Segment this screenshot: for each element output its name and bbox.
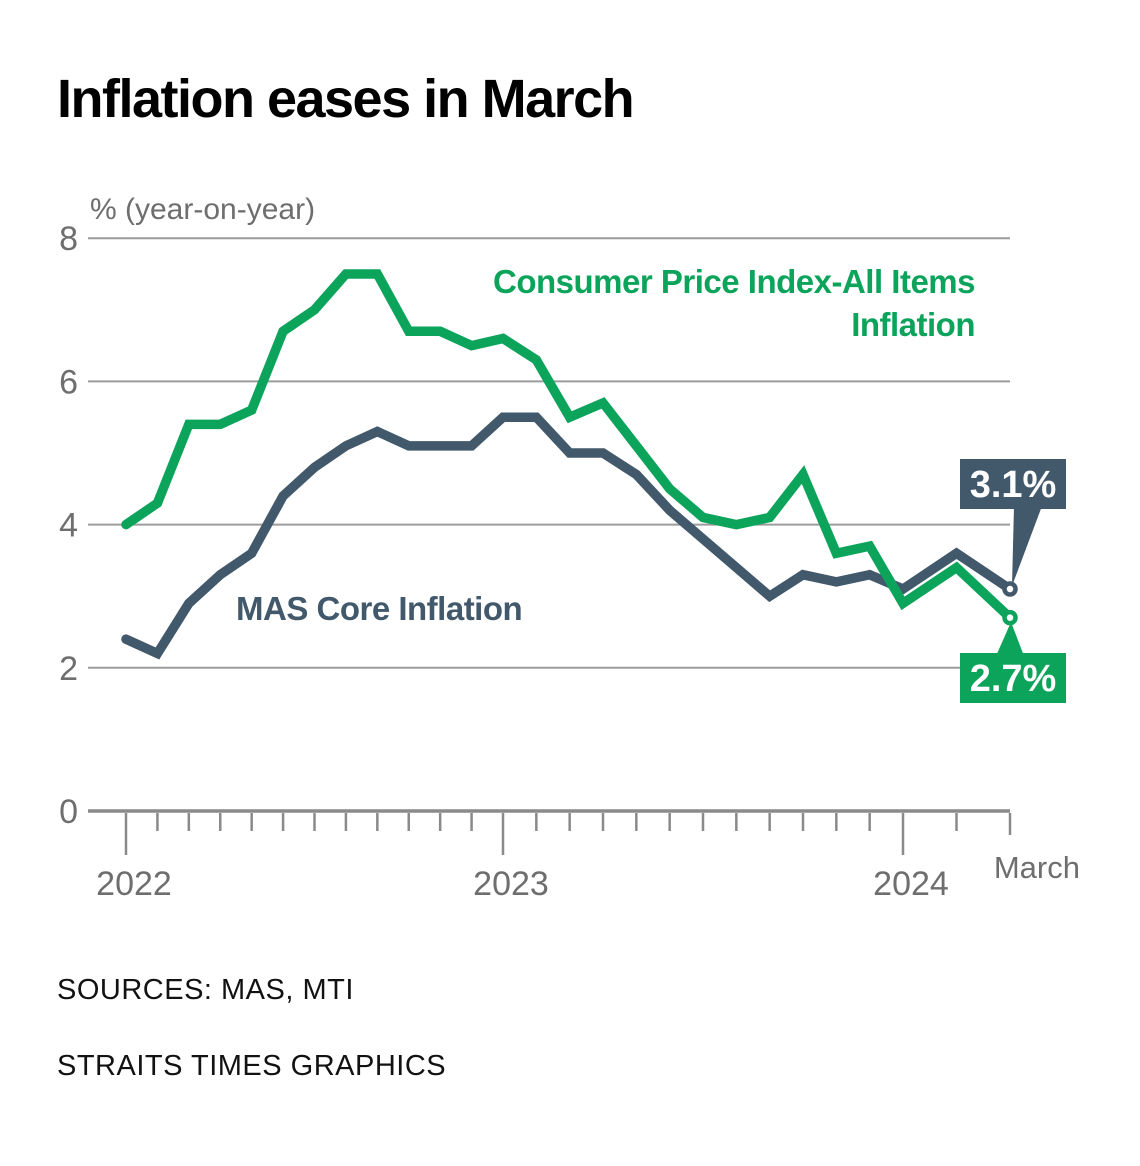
x-axis-year-label-2022: 2022 bbox=[96, 865, 172, 903]
sources-line: SOURCES: MAS, MTI bbox=[57, 974, 354, 1006]
core-series-label: MAS Core Inflation bbox=[236, 590, 522, 627]
core-callout-box bbox=[960, 459, 1066, 509]
y-axis-tick-label-2: 2 bbox=[59, 650, 78, 688]
cpi-callout-pointer bbox=[996, 622, 1024, 656]
cpi-callout-badge: 2.7% bbox=[960, 622, 1066, 703]
y-axis-unit-label: % (year-on-year) bbox=[90, 193, 315, 226]
x-axis-year-label-2024: 2024 bbox=[873, 865, 949, 903]
core-callout-badge: 3.1% bbox=[960, 459, 1066, 586]
cpi-callout-box bbox=[960, 653, 1066, 703]
x-axis-end-label: March bbox=[994, 850, 1080, 885]
chart-title: Inflation eases in March bbox=[57, 69, 635, 129]
core-callout-pointer bbox=[1012, 506, 1042, 586]
mas-core-inflation-endpoint-dot bbox=[1002, 581, 1018, 597]
mas-core-inflation-line bbox=[121, 412, 1015, 660]
core-callout-value: 3.1% bbox=[970, 464, 1057, 506]
consumer-price-index-all-items-inflation-endpoint-dot bbox=[1002, 609, 1018, 626]
cpi-series-label-line2: Inflation bbox=[851, 306, 975, 343]
cpi-series-label-line1: Consumer Price Index-All Items bbox=[493, 263, 975, 300]
y-axis-tick-label-6: 6 bbox=[59, 363, 78, 401]
chart-plot-area: 8 6 4 2 0 2022 2023 2024 March bbox=[59, 220, 1080, 903]
y-axis-tick-label-8: 8 bbox=[59, 220, 78, 258]
y-axis-tick-label-0: 0 bbox=[59, 793, 78, 831]
consumer-price-index-all-items-inflation-line bbox=[121, 269, 1015, 623]
cpi-callout-value: 2.7% bbox=[970, 658, 1057, 700]
y-axis-tick-label-4: 4 bbox=[59, 507, 78, 545]
credit-line: STRAITS TIMES GRAPHICS bbox=[57, 1050, 447, 1082]
x-axis-year-label-2023: 2023 bbox=[473, 865, 549, 903]
